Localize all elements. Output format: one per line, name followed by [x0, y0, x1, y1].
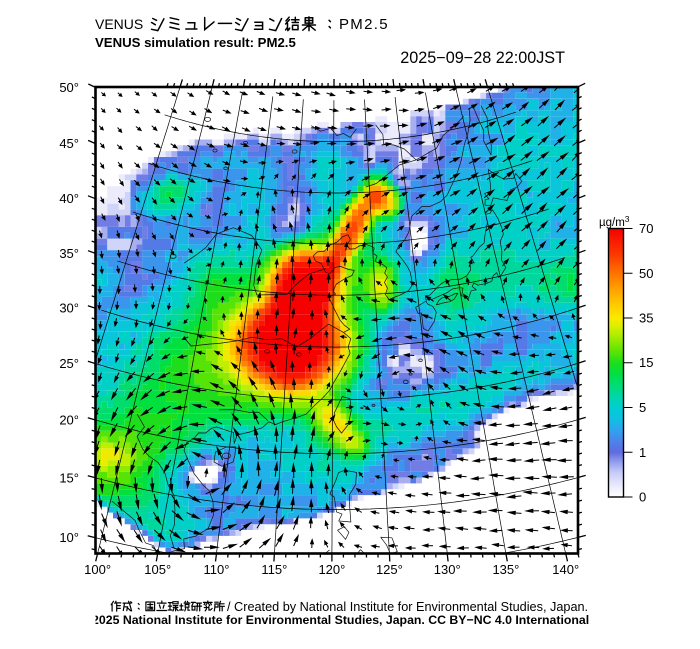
svg-text:0: 0 — [639, 490, 646, 505]
svg-text:/ Created by National Institut: / Created by National Institute for Envi… — [227, 600, 588, 614]
svg-text:125°: 125° — [376, 562, 403, 577]
svg-text:130°: 130° — [434, 562, 461, 577]
svg-text:©2025 National Institute for E: ©2025 National Institute for Environment… — [83, 613, 589, 627]
svg-text:135°: 135° — [492, 562, 519, 577]
svg-text:50: 50 — [639, 266, 653, 281]
svg-text:120°: 120° — [318, 562, 345, 577]
svg-text:PM2.5: PM2.5 — [339, 16, 389, 33]
svg-text:105°: 105° — [144, 562, 171, 577]
svg-text:110°: 110° — [204, 562, 230, 577]
svg-text:15: 15 — [639, 355, 653, 370]
svg-text:25°: 25° — [59, 356, 79, 371]
svg-text:15°: 15° — [59, 470, 79, 485]
svg-text:35: 35 — [639, 311, 653, 326]
svg-text:115°: 115° — [261, 562, 287, 577]
svg-text:45°: 45° — [59, 136, 79, 151]
svg-text:1: 1 — [639, 445, 646, 460]
svg-text:40°: 40° — [59, 191, 79, 206]
svg-text:140°: 140° — [552, 562, 579, 577]
svg-text:100°: 100° — [84, 562, 111, 577]
svg-text:50°: 50° — [59, 80, 79, 95]
svg-text:5: 5 — [639, 400, 646, 415]
svg-text:70: 70 — [639, 221, 653, 236]
svg-text:10°: 10° — [59, 530, 79, 545]
svg-text:2025−09−28 22:00JST: 2025−09−28 22:00JST — [400, 49, 565, 67]
svg-text:VENUS simulation result: PM2.5: VENUS simulation result: PM2.5 — [95, 35, 296, 50]
svg-text:20°: 20° — [59, 413, 79, 428]
svg-text:35°: 35° — [59, 246, 79, 261]
svg-text:30°: 30° — [59, 301, 79, 316]
svg-text:µg/m3: µg/m3 — [599, 214, 630, 229]
svg-text:VENUS: VENUS — [95, 16, 143, 32]
